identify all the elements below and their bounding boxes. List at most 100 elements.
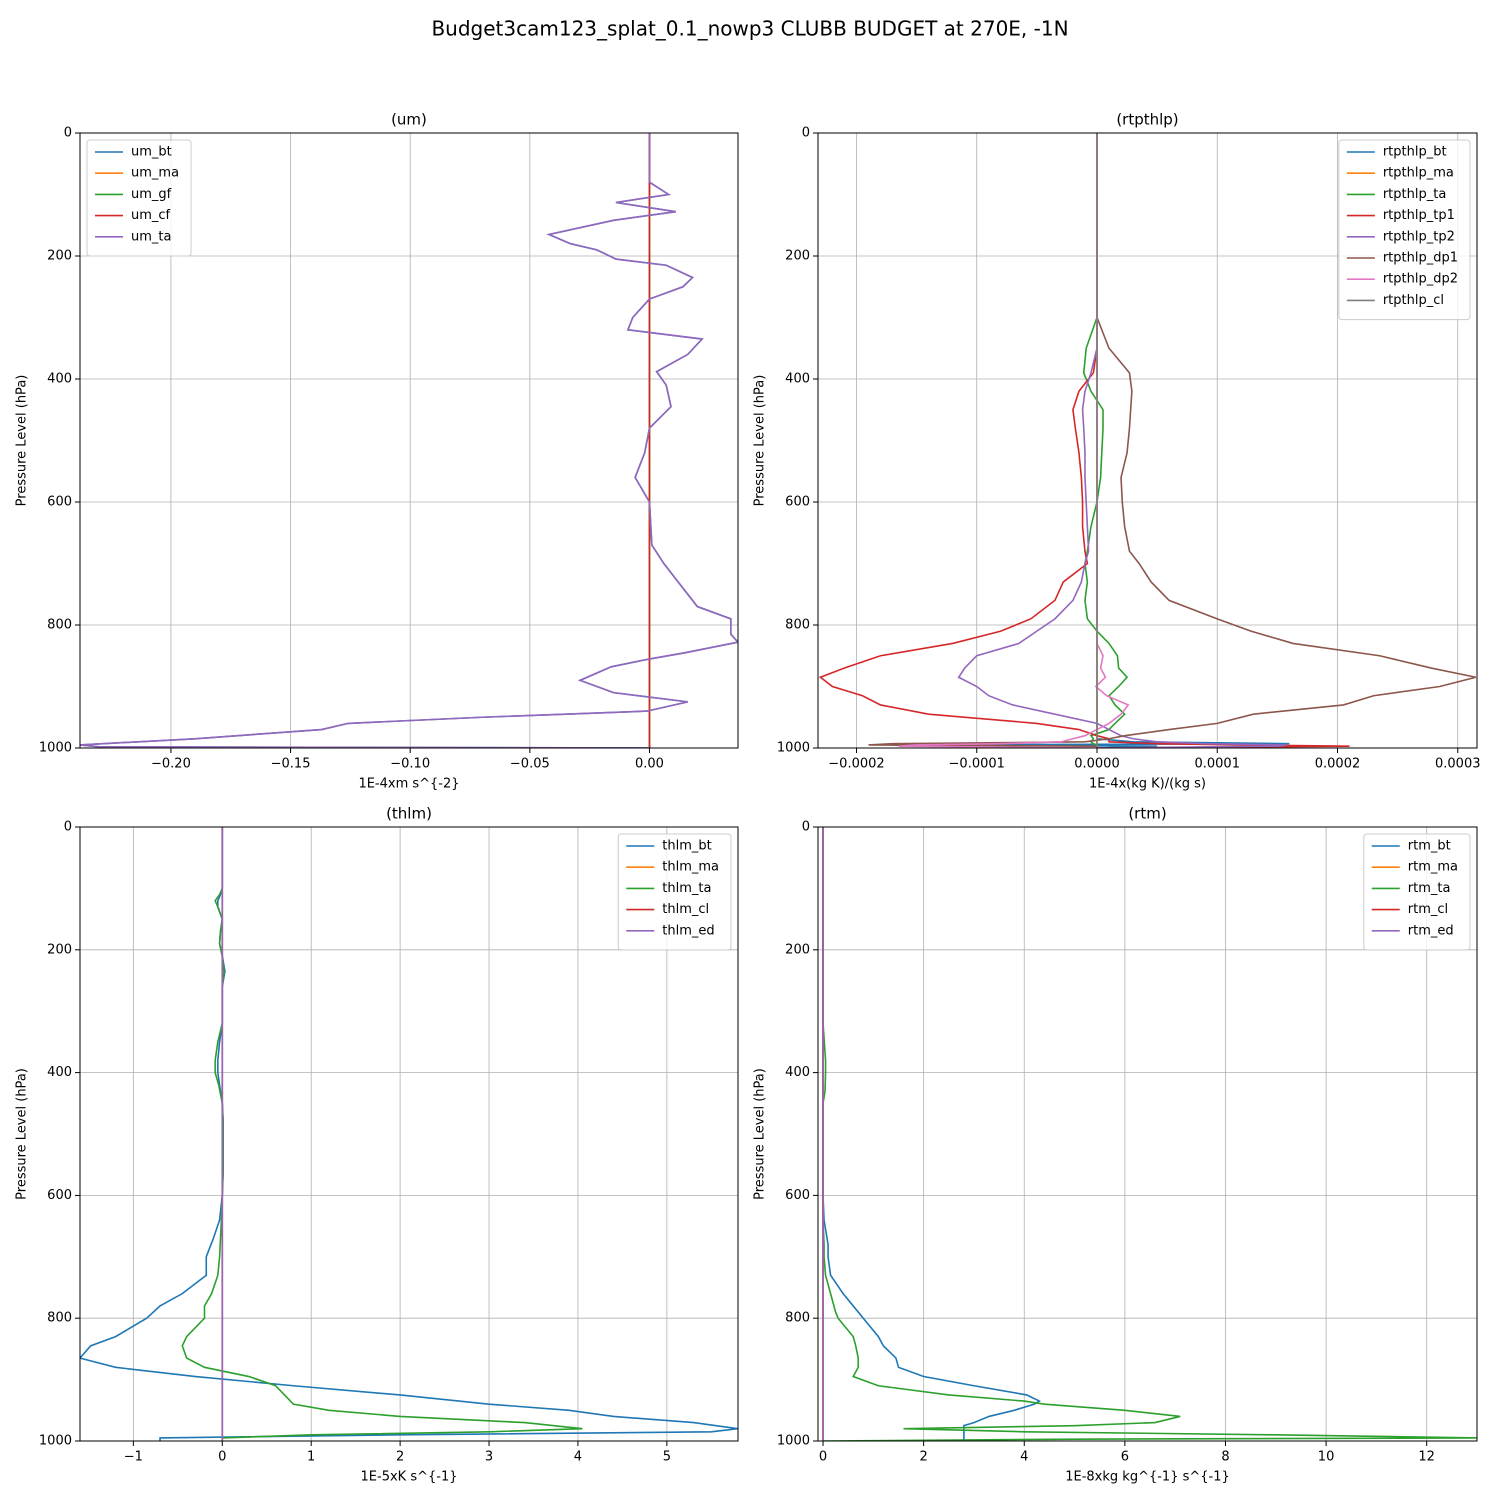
y-tick-label: 600 bbox=[47, 1188, 72, 1203]
x-tick-label: −1 bbox=[124, 1450, 143, 1465]
y-tick-label: 0 bbox=[802, 126, 810, 141]
y-tick-label: 400 bbox=[47, 372, 72, 387]
y-tick-label: 800 bbox=[47, 618, 72, 633]
legend-label: thlm_cl bbox=[662, 902, 709, 917]
legend-label: um_bt bbox=[131, 145, 172, 160]
legend-label: um_ma bbox=[131, 166, 179, 181]
x-tick-label: −0.0001 bbox=[949, 757, 1005, 772]
legend-label: rtpthlp_ma bbox=[1383, 166, 1454, 181]
legend-label: rtpthlp_dp1 bbox=[1383, 251, 1458, 266]
legend-label: rtm_ed bbox=[1408, 923, 1454, 938]
legend-box bbox=[86, 139, 192, 257]
y-tick-label: 200 bbox=[785, 249, 810, 264]
axes-frame bbox=[79, 132, 739, 749]
legend-label: um_cf bbox=[131, 208, 171, 223]
y-tick-label: 800 bbox=[47, 1311, 72, 1326]
y-tick-label: 400 bbox=[47, 1065, 72, 1080]
axes-title: (thlm) bbox=[386, 805, 432, 823]
legend-label: um_ta bbox=[131, 229, 171, 244]
plot-area bbox=[80, 827, 738, 1441]
axes-frame bbox=[817, 132, 1478, 749]
x-axis-label: 1E-4xm s^{-2} bbox=[358, 777, 459, 792]
x-tick-label: −0.05 bbox=[510, 757, 550, 772]
y-tick-label: 800 bbox=[785, 1311, 810, 1326]
y-axis-label: Pressure Level (hPa) bbox=[15, 375, 30, 507]
legend-box bbox=[1363, 833, 1471, 951]
legend-label: rtm_ta bbox=[1408, 881, 1451, 896]
x-tick-label: 0.0001 bbox=[1194, 757, 1240, 772]
y-tick-label: 800 bbox=[785, 618, 810, 633]
plot-area bbox=[818, 133, 1476, 748]
y-tick-label: 200 bbox=[47, 249, 72, 264]
legend-label: rtm_bt bbox=[1408, 839, 1451, 854]
axes-title: (rtpthlp) bbox=[1116, 111, 1178, 129]
legend-label: thlm_ta bbox=[662, 881, 711, 896]
figure-title: Budget3cam123_splat_0.1_nowp3 CLUBB BUDG… bbox=[431, 17, 1068, 41]
x-tick-label: 4 bbox=[1020, 1450, 1028, 1465]
series-line bbox=[868, 133, 1476, 748]
x-axis-label: 1E-4x(kg K)/(kg s) bbox=[1089, 777, 1206, 792]
x-tick-label: 0.0002 bbox=[1315, 757, 1361, 772]
legend-label: rtpthlp_tp1 bbox=[1383, 208, 1455, 223]
legend-label: rtm_cl bbox=[1408, 902, 1448, 917]
x-tick-label: 4 bbox=[574, 1450, 582, 1465]
x-tick-label: 10 bbox=[1318, 1450, 1335, 1465]
x-axis-label: 1E-5xK s^{-1} bbox=[361, 1470, 458, 1485]
y-tick-label: 1000 bbox=[39, 741, 72, 756]
legend-label: rtm_ma bbox=[1408, 860, 1458, 875]
x-tick-label: 12 bbox=[1418, 1450, 1435, 1465]
legend-label: um_gf bbox=[131, 187, 172, 202]
legend-label: rtpthlp_cl bbox=[1383, 293, 1444, 308]
legend-label: rtpthlp_ta bbox=[1383, 187, 1446, 202]
legend-label: thlm_ed bbox=[662, 923, 714, 938]
legend: rtpthlp_bt rtpthlp_ma rtpthlp_ta rtpthlp_tp… bbox=[1338, 139, 1471, 321]
y-tick-label: 600 bbox=[785, 1188, 810, 1203]
x-tick-label: 0.0003 bbox=[1435, 757, 1481, 772]
x-axis-label: 1E-8xkg kg^{-1} s^{-1} bbox=[1065, 1470, 1230, 1485]
y-axis-label: Pressure Level (hPa) bbox=[753, 375, 768, 507]
y-tick-label: 1000 bbox=[39, 1434, 72, 1449]
x-tick-label: 2 bbox=[396, 1450, 404, 1465]
axes-title: (rtm) bbox=[1128, 805, 1166, 823]
legend-box bbox=[617, 833, 732, 951]
axes-frame bbox=[79, 826, 739, 1442]
x-tick-label: 0 bbox=[819, 1450, 827, 1465]
y-tick-label: 400 bbox=[785, 1065, 810, 1080]
y-tick-label: 1000 bbox=[777, 741, 810, 756]
x-tick-label: 1 bbox=[307, 1450, 315, 1465]
x-tick-label: −0.15 bbox=[271, 757, 311, 772]
x-tick-label: −0.0002 bbox=[828, 757, 884, 772]
y-tick-label: 0 bbox=[64, 126, 72, 141]
axes-title: (um) bbox=[391, 111, 427, 129]
plot-area bbox=[80, 133, 738, 748]
legend-box bbox=[1338, 139, 1471, 321]
legend: um_bt um_ma um_gf um_cf um_ta bbox=[86, 139, 192, 257]
y-tick-label: 600 bbox=[785, 495, 810, 510]
series-line bbox=[818, 133, 1350, 748]
y-tick-label: 0 bbox=[802, 820, 810, 835]
x-tick-label: 3 bbox=[485, 1450, 493, 1465]
y-tick-label: 200 bbox=[47, 942, 72, 957]
legend: thlm_bt thlm_ma thlm_ta thlm_cl thlm_ed bbox=[617, 833, 732, 951]
series-line bbox=[957, 133, 1288, 748]
y-axis-label: Pressure Level (hPa) bbox=[15, 1068, 30, 1200]
legend-label: thlm_ma bbox=[662, 860, 719, 875]
x-tick-label: 6 bbox=[1121, 1450, 1129, 1465]
x-tick-label: 8 bbox=[1221, 1450, 1229, 1465]
legend-label: rtpthlp_tp2 bbox=[1383, 229, 1455, 244]
legend-label: rtpthlp_bt bbox=[1383, 145, 1447, 160]
x-tick-label: 0 bbox=[218, 1450, 226, 1465]
x-tick-label: 2 bbox=[920, 1450, 928, 1465]
axes-frame bbox=[817, 826, 1478, 1442]
series-line bbox=[80, 133, 738, 748]
y-tick-label: 200 bbox=[785, 942, 810, 957]
x-tick-label: −0.20 bbox=[151, 757, 191, 772]
x-tick-label: 5 bbox=[663, 1450, 671, 1465]
x-tick-label: −0.10 bbox=[390, 757, 430, 772]
x-tick-label: 0.00 bbox=[635, 757, 664, 772]
legend-label: thlm_bt bbox=[662, 839, 711, 854]
legend: rtm_bt rtm_ma rtm_ta rtm_cl rtm_ed bbox=[1363, 833, 1471, 951]
y-tick-label: 400 bbox=[785, 372, 810, 387]
